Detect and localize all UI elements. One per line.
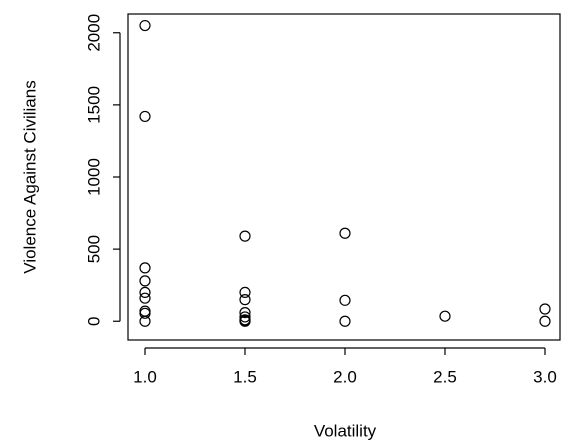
x-axis-title: Volatility [314, 421, 377, 440]
point [239, 306, 251, 319]
point [339, 315, 351, 327]
x-tick-label: 2.5 [433, 367, 457, 386]
point [139, 292, 151, 304]
point [539, 315, 551, 327]
point [139, 307, 151, 319]
point [539, 303, 551, 315]
point [139, 110, 151, 123]
point [239, 294, 251, 306]
x-tick-label: 3.0 [533, 367, 557, 386]
x-tick-label: 1.0 [133, 367, 157, 386]
x-tick-label: 1.5 [233, 367, 257, 386]
y-tick-label: 500 [84, 235, 103, 263]
point [239, 311, 251, 323]
y-tick-label: 0 [84, 317, 103, 326]
point [139, 275, 151, 287]
point [239, 230, 251, 242]
point [239, 315, 251, 327]
x-tick-label: 2.0 [333, 367, 357, 386]
point [139, 19, 151, 32]
point [439, 310, 451, 322]
y-tick-label: 2000 [84, 14, 103, 52]
point [139, 262, 151, 274]
point [239, 286, 251, 298]
y-tick-label: 1000 [84, 158, 103, 196]
point [139, 305, 151, 317]
point [339, 294, 351, 306]
point [339, 227, 351, 239]
y-tick-label: 1500 [84, 86, 103, 124]
y-axis-title: Violence Against Civilians [20, 80, 39, 273]
plot-box [127, 13, 561, 341]
point [139, 286, 151, 298]
point [139, 315, 151, 327]
